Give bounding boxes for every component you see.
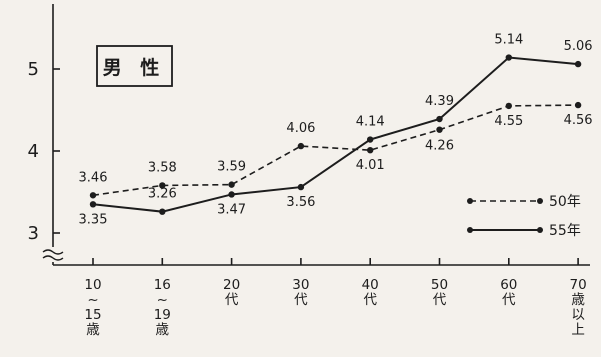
data-label: 4.56	[564, 113, 593, 128]
data-label: 3.56	[286, 195, 315, 210]
series-line-2	[92, 56, 579, 213]
chart-title-frame	[96, 45, 173, 87]
data-label: 3.35	[79, 212, 108, 227]
x-tick-label: 70 歳以上	[570, 277, 587, 338]
data-point	[436, 115, 443, 123]
data-point	[228, 191, 235, 198]
data-point	[159, 182, 166, 189]
axis-break-mark	[42, 249, 64, 255]
x-tick-label: 60 代	[500, 277, 517, 308]
data-point	[297, 142, 305, 150]
data-point	[228, 181, 235, 188]
y-tick-label: 4	[28, 141, 39, 162]
data-label: 4.14	[356, 115, 385, 130]
legend-marker	[467, 227, 473, 233]
legend: 50年 55年	[467, 194, 581, 239]
chart-title: 男 性	[103, 56, 166, 79]
x-tick-label: 20 代	[223, 277, 240, 308]
data-label: 4.01	[356, 158, 385, 173]
series-line-1	[92, 104, 579, 197]
chart-title-box: 男 性	[96, 45, 173, 87]
data-point	[89, 192, 97, 199]
data-point	[436, 126, 443, 133]
legend-marker	[537, 198, 543, 204]
legend-marker	[537, 227, 543, 233]
data-point	[367, 136, 374, 143]
x-tick-label: 16 ~19 歳	[154, 277, 171, 338]
data-point	[159, 208, 166, 215]
x-tick-label: 30 代	[292, 277, 309, 308]
data-label: 3.59	[217, 160, 246, 175]
data-label: 4.55	[494, 114, 523, 129]
legend-label: 55年	[549, 223, 581, 239]
data-point	[367, 146, 374, 154]
data-label: 4.39	[425, 94, 454, 109]
x-tick-label: 10 ~15 歳	[84, 277, 101, 338]
data-point	[505, 54, 512, 61]
x-tick-label: 40 代	[362, 277, 379, 308]
legend-marker	[467, 198, 473, 204]
data-label: 3.46	[79, 170, 108, 185]
data-label: 5.14	[494, 33, 523, 48]
data-label: 4.06	[286, 121, 315, 136]
data-label: 4.26	[425, 139, 454, 154]
axis-break-mark	[42, 255, 64, 261]
series-layer: 3.46 3.58 3.59 4.06 4.01 4.26 4.55 4.56 3.35 3.26…	[79, 33, 593, 228]
data-point	[505, 102, 512, 110]
data-label: 5.06	[564, 39, 593, 54]
data-point	[574, 101, 582, 109]
data-point	[574, 60, 582, 68]
axes: 3 4 5 10 ~15 歳 16 ~19 歳 20 代 30 代 40 代 50 代 60 代 70 歳以上	[28, 4, 590, 338]
legend-label: 50年	[549, 194, 581, 210]
y-tick-label: 3	[28, 223, 39, 244]
data-point	[297, 183, 305, 191]
data-label: 3.26	[148, 187, 177, 202]
data-point	[89, 201, 97, 208]
x-tick-label: 50 代	[431, 277, 448, 308]
data-label: 3.47	[217, 202, 246, 217]
data-label: 3.58	[148, 160, 177, 175]
y-tick-label: 5	[28, 59, 39, 80]
